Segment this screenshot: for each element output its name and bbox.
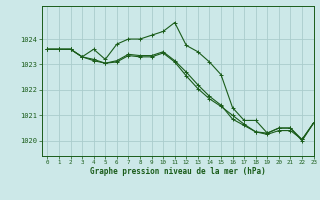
X-axis label: Graphe pression niveau de la mer (hPa): Graphe pression niveau de la mer (hPa) <box>90 167 266 176</box>
